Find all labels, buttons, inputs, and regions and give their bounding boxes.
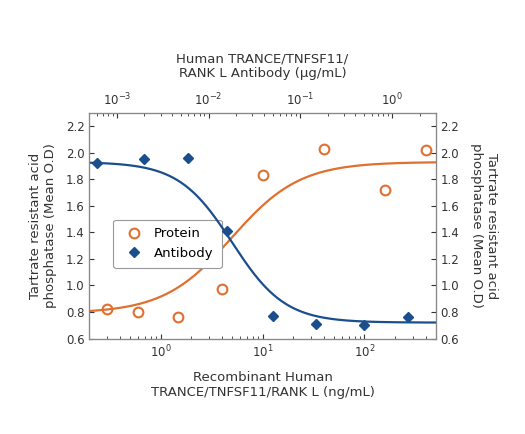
Y-axis label: Tartrate resistant acid
phosphatase (Mean O.D): Tartrate resistant acid phosphatase (Mea… xyxy=(29,143,57,308)
Y-axis label: Tartrate resistant acid
phosphatase (Mean O.D): Tartrate resistant acid phosphatase (Mea… xyxy=(470,143,498,308)
X-axis label: Recombinant Human
TRANCE/TNFSF11/RANK L (ng/mL): Recombinant Human TRANCE/TNFSF11/RANK L … xyxy=(151,371,374,399)
X-axis label: Human TRANCE/TNFSF11/
RANK L Antibody (µg/mL): Human TRANCE/TNFSF11/ RANK L Antibody (µ… xyxy=(176,53,349,80)
Legend: Protein, Antibody: Protein, Antibody xyxy=(113,220,222,268)
